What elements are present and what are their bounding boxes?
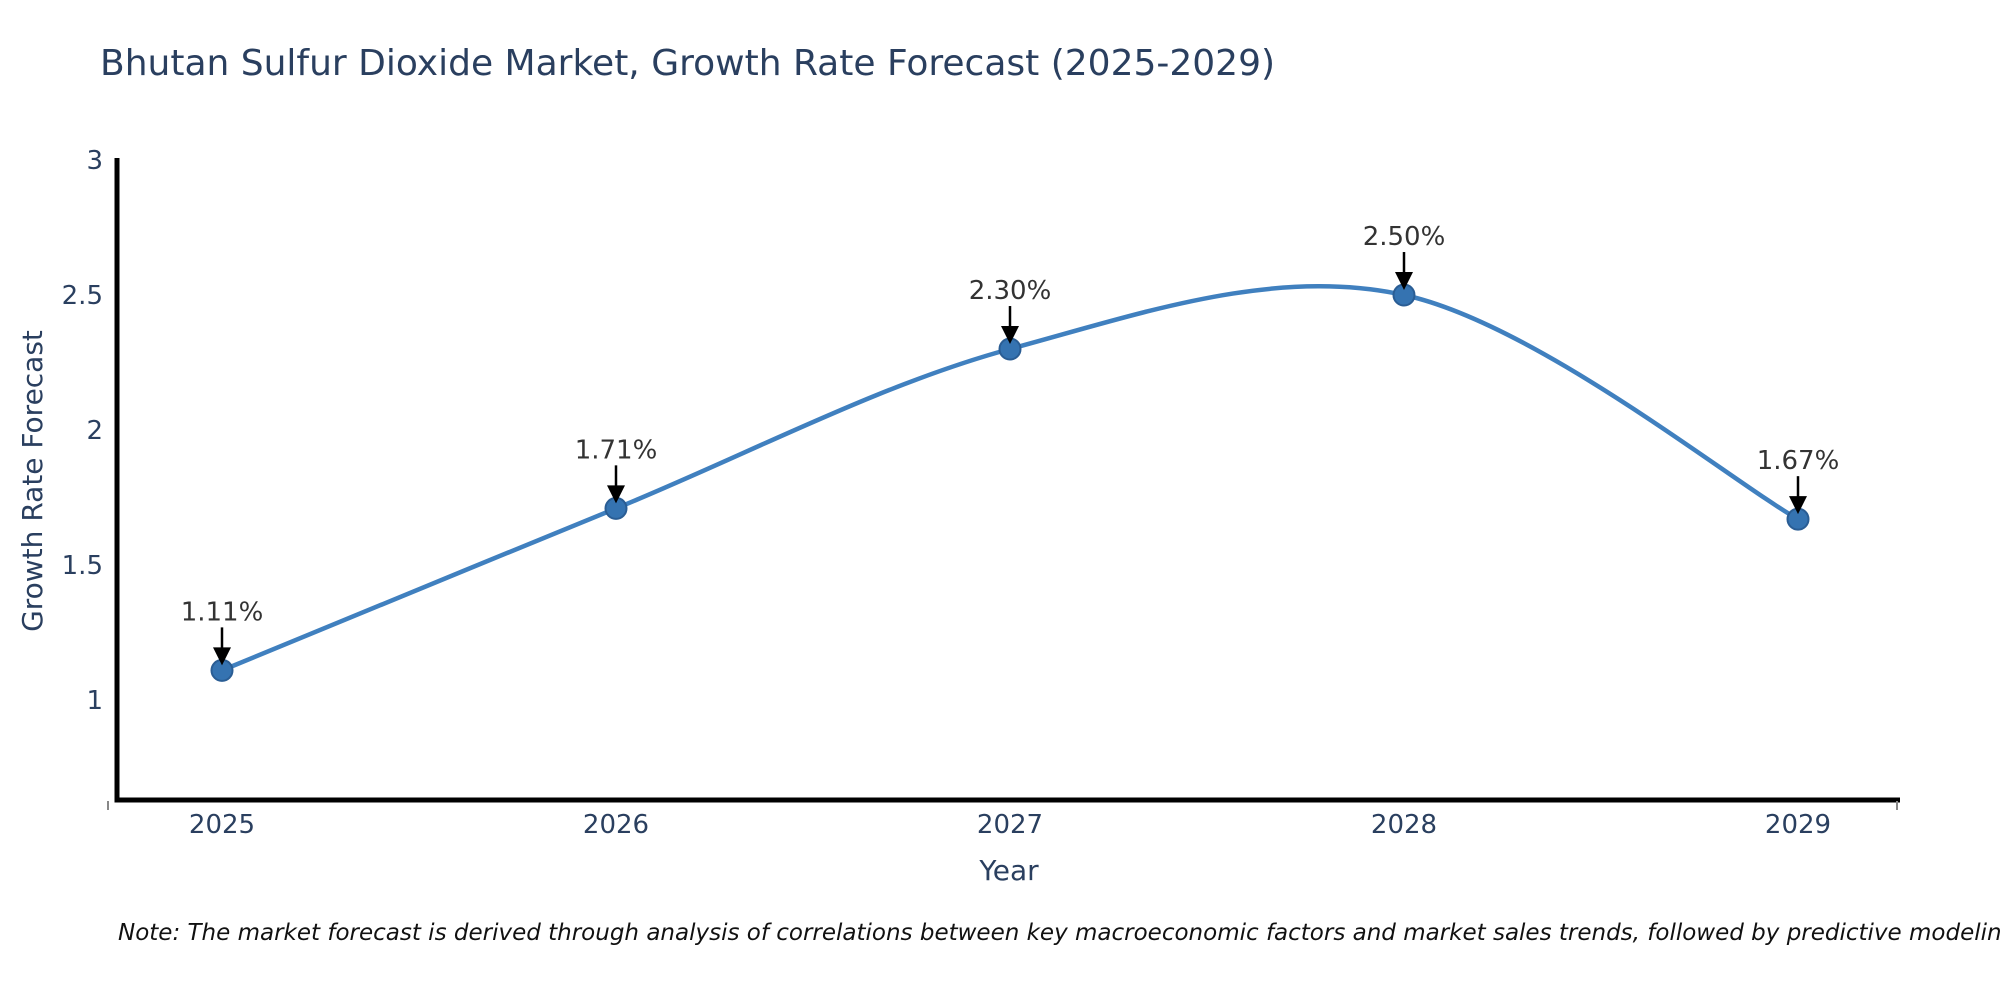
x-axis-title: Year bbox=[978, 854, 1039, 887]
data-point-annotations: 1.11% 1.71% 2.30% 2.50% 1.67% bbox=[181, 222, 1840, 666]
x-tick-label: 2026 bbox=[583, 810, 649, 840]
point-annotation: 2.30% bbox=[969, 276, 1052, 345]
y-tick-label: 2.5 bbox=[62, 281, 103, 311]
annotation-arrow-head bbox=[607, 485, 625, 504]
y-tick-label: 1.5 bbox=[62, 551, 103, 581]
x-tick-label: 2029 bbox=[1765, 810, 1831, 840]
x-tick-label: 2028 bbox=[1371, 810, 1437, 840]
annotation-arrow-head bbox=[1395, 272, 1413, 291]
y-axis-tick-labels: 1 1.5 2 2.5 3 bbox=[62, 146, 103, 716]
point-annotation: 1.67% bbox=[1757, 446, 1840, 515]
y-tick-label: 1 bbox=[86, 686, 103, 716]
point-value-label: 2.30% bbox=[969, 276, 1052, 306]
y-tick-label: 2 bbox=[86, 416, 103, 446]
point-value-label: 1.67% bbox=[1757, 446, 1840, 476]
point-value-label: 1.71% bbox=[575, 435, 658, 465]
point-annotation: 1.71% bbox=[575, 435, 658, 504]
chart-title: Bhutan Sulfur Dioxide Market, Growth Rat… bbox=[100, 43, 1275, 84]
x-tick-label: 2025 bbox=[189, 810, 255, 840]
point-annotation: 1.11% bbox=[181, 597, 264, 666]
annotation-arrow-head bbox=[1789, 496, 1807, 515]
point-annotation: 2.50% bbox=[1363, 222, 1446, 291]
y-tick-label: 3 bbox=[86, 146, 103, 176]
annotation-arrow-head bbox=[213, 647, 231, 666]
point-value-label: 1.11% bbox=[181, 597, 264, 627]
point-value-label: 2.50% bbox=[1363, 222, 1446, 252]
y-axis-title: Growth Rate Forecast bbox=[16, 330, 49, 632]
annotation-arrow-head bbox=[1001, 326, 1019, 345]
x-axis-tick-labels: 2025 2026 2027 2028 2029 bbox=[189, 810, 1831, 840]
x-tick-label: 2027 bbox=[977, 810, 1043, 840]
footnote: Note: The market forecast is derived thr… bbox=[118, 920, 2000, 946]
